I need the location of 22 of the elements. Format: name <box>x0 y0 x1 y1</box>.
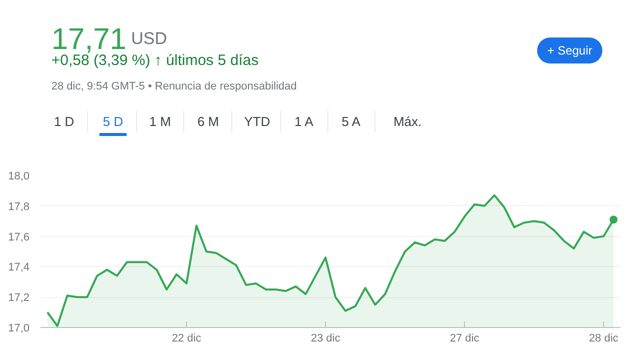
text: +0,58 (3,39 %) ↑ últimos 5 días <box>51 52 259 69</box>
text: YTD <box>244 114 270 129</box>
text: 5 D <box>102 114 124 129</box>
text: + Seguir <box>547 44 592 58</box>
text: 1 M <box>149 114 171 129</box>
text: Máx. <box>393 114 422 129</box>
x-tick-label: 23 dic <box>310 332 341 344</box>
text: 5 A <box>342 114 361 129</box>
text: 6 M <box>197 114 219 129</box>
y-tick-label: 17,6 <box>8 231 30 244</box>
text: 1 A <box>294 114 314 129</box>
y-tick-label: 17,0 <box>8 322 30 334</box>
x-tick-label: 28 dic <box>588 332 619 344</box>
chart-subtitle: USD <box>131 29 168 48</box>
x-tick-label: 27 dic <box>450 332 480 344</box>
x-tick-label: 22 dic <box>172 332 202 344</box>
text: 28 dic, 9:54 GMT-5 • Renuncia de responsabilidad <box>51 80 297 92</box>
y-tick-label: 17,4 <box>8 262 30 274</box>
text: 1 D <box>54 114 74 129</box>
y-tick-label: 17,2 <box>8 292 30 304</box>
y-tick-label: 18,0 <box>8 170 30 182</box>
y-tick-label: 17,8 <box>8 200 30 213</box>
